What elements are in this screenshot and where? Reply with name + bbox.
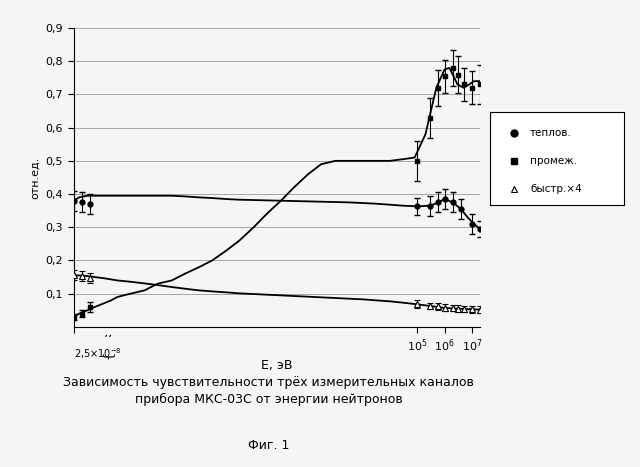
X-axis label: E, эВ: E, эВ — [261, 360, 292, 373]
Text: Зависимость чувствительности трёх измерительных каналов
прибора МКС-03С от энерг: Зависимость чувствительности трёх измери… — [63, 376, 474, 406]
Text: промеж.: промеж. — [530, 156, 577, 166]
Text: {: { — [102, 351, 115, 359]
Text: теплов.: теплов. — [530, 127, 572, 138]
Text: быстр.×4: быстр.×4 — [530, 184, 582, 194]
Text: $2{,}5{\times}10^{-8}$: $2{,}5{\times}10^{-8}$ — [74, 347, 122, 361]
Y-axis label: отн.ед.: отн.ед. — [30, 156, 40, 198]
Text: Фиг. 1: Фиг. 1 — [248, 439, 289, 452]
